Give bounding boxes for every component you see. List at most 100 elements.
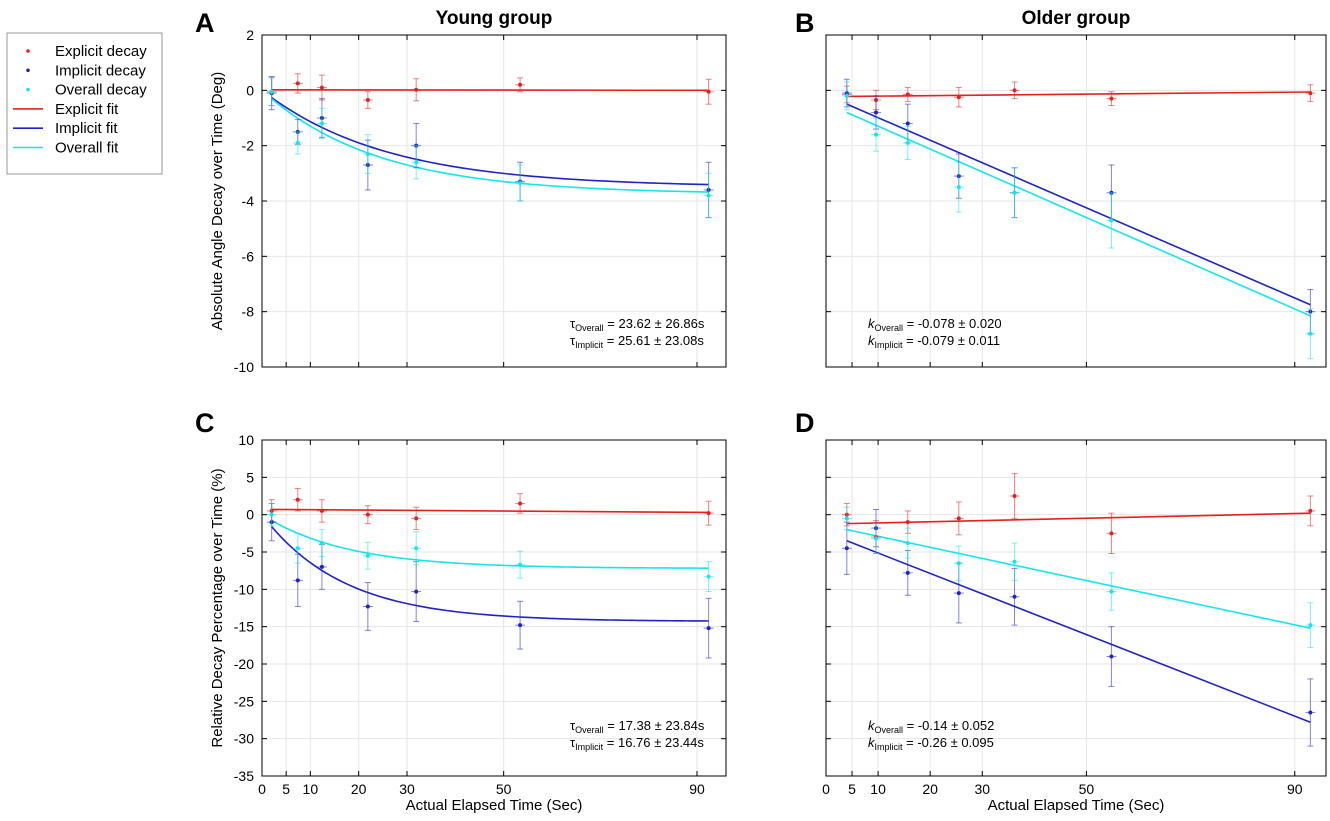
explicit-marker [365, 512, 370, 517]
panel-letter: A [195, 8, 215, 38]
overall-point [1106, 192, 1117, 249]
overall-point [871, 523, 881, 554]
x-tick-label: 0 [822, 781, 830, 797]
y-tick-label: -30 [234, 731, 254, 747]
explicit-point [411, 78, 422, 102]
panel-title: Young group [436, 8, 553, 29]
annotation-subscript: Implicit [575, 742, 604, 752]
y-tick-label: 2 [246, 27, 254, 43]
overall-point [703, 561, 714, 593]
explicit-marker [295, 497, 300, 502]
annotation-value: = 25.61 ± 23.08s [603, 333, 704, 348]
annotation-subscript: Implicit [575, 340, 604, 350]
explicit-marker [1109, 531, 1114, 536]
x-tick-label: 5 [848, 781, 856, 797]
annotation-subscript: Overall [875, 725, 904, 735]
annotation-symbol: τ [570, 333, 576, 348]
legend-label: Implicit decay [55, 62, 146, 79]
overall-marker [905, 541, 910, 546]
implicit-fit-line [846, 103, 1311, 306]
overall-point [1106, 572, 1117, 611]
explicit-point [316, 74, 327, 101]
explicit-marker [956, 95, 961, 100]
implicit-point [841, 521, 852, 575]
legend-box [6, 32, 163, 175]
annotation-subscript: Implicit [875, 742, 904, 752]
explicit-marker [706, 89, 711, 94]
implicit-fit-line [271, 526, 709, 622]
overall-point [1305, 602, 1316, 649]
annotation-symbol: τ [570, 735, 576, 750]
overall-point [953, 545, 964, 581]
annotation-symbol: k [868, 718, 876, 733]
explicit-marker [956, 516, 961, 521]
explicit-marker [295, 81, 300, 86]
explicit-point [292, 488, 303, 512]
y-tick-label: -5 [242, 544, 255, 560]
overall-point [266, 502, 277, 527]
legend-entry-overall-line: Overall fit [13, 140, 119, 157]
implicit-marker [905, 570, 910, 575]
explicit-point [1106, 512, 1117, 554]
annotation-value: = -0.26 ± 0.095 [903, 735, 994, 750]
overall-marker [706, 574, 711, 579]
explicit-marker [414, 87, 419, 92]
x-tick-label: 90 [1287, 781, 1303, 797]
explicit-marker [905, 92, 910, 97]
x-tick-label: 5 [282, 781, 290, 797]
annotation-subscript: Overall [875, 323, 904, 333]
implicit-marker [319, 564, 324, 569]
fit-annotation: kImplicit = -0.079 ± 0.011 [868, 333, 1000, 350]
implicit-marker [844, 546, 849, 551]
x-tick-label: 50 [496, 781, 512, 797]
implicit-marker [295, 578, 300, 583]
explicit-point [362, 505, 373, 525]
implicit-marker [1012, 594, 1017, 599]
overall-marker [844, 93, 849, 98]
explicit-marker [365, 98, 370, 103]
fit-annotation: kOverall = -0.14 ± 0.052 [868, 718, 994, 735]
legend-label: Explicit fit [55, 101, 119, 118]
explicit-marker [414, 516, 419, 521]
panel-letter: C [195, 408, 215, 438]
explicit-point [1106, 91, 1117, 107]
overall-point [316, 107, 327, 140]
legend-label: Overall decay [55, 82, 147, 99]
overall-marker [874, 536, 878, 541]
x-tick-label: 0 [258, 781, 266, 797]
explicit-marker [1012, 494, 1017, 498]
overall-marker [414, 546, 419, 551]
panel-letter: D [795, 408, 815, 438]
overall-marker [295, 140, 300, 145]
overall-marker [1308, 623, 1313, 628]
legend-entry-overall-dot: Overall decay [26, 82, 147, 99]
y-tick-label: -20 [234, 656, 254, 672]
annotation-value: = -0.078 ± 0.020 [903, 316, 1002, 331]
annotation-symbol: τ [570, 718, 576, 733]
x-tick-label: 30 [399, 781, 415, 797]
explicit-point [703, 78, 714, 105]
explicit-marker [905, 520, 910, 525]
overall-point [1009, 542, 1020, 581]
y-tick-label: -6 [242, 248, 255, 264]
explicit-point [1009, 81, 1020, 100]
implicit-marker [414, 589, 419, 594]
legend-entry-explicit-line: Explicit fit [13, 101, 119, 118]
annotation-value: = -0.14 ± 0.052 [903, 718, 994, 733]
explicit-point [316, 499, 327, 523]
overall-marker [874, 132, 878, 137]
annotation-subscript: Overall [575, 323, 604, 333]
implicit-marker [1308, 710, 1313, 715]
overall-marker [295, 546, 300, 551]
explicit-marker [319, 85, 324, 90]
overall-point [411, 531, 422, 566]
overall-marker [1109, 589, 1114, 594]
x-tick-label: 10 [870, 781, 886, 797]
explicit-marker [1109, 96, 1114, 101]
annotation-subscript: Implicit [875, 340, 904, 350]
overall-marker [518, 562, 523, 567]
explicit-fit-line [846, 512, 1311, 525]
overall-point [841, 506, 852, 531]
explicit-point [953, 87, 964, 108]
